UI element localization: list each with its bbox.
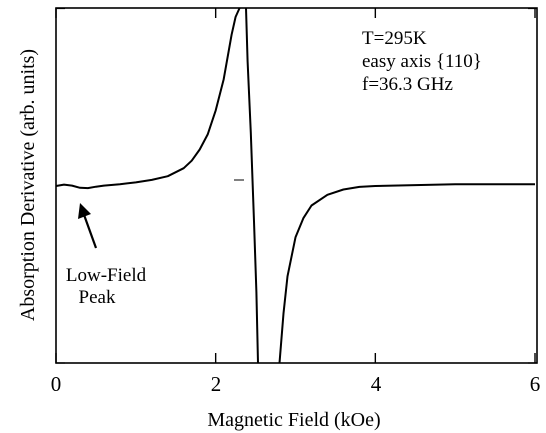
annotation-easy-axis: easy axis {110} — [362, 51, 482, 72]
annotation-temperature: T=295K — [362, 28, 427, 49]
x-tick-label-6: 6 — [530, 372, 541, 396]
x-axis-ticks — [55, 8, 536, 363]
annotation-peak: Peak — [79, 287, 116, 308]
annotation-low-field: Low-Field — [66, 265, 147, 286]
y-axis-label: Absorption Derivative (arb. units) — [17, 49, 39, 321]
y-axis-ticks — [56, 7, 537, 364]
x-tick-label-2: 2 — [211, 372, 222, 396]
curve-branch-right — [278, 183, 535, 364]
curve-branch-center — [245, 7, 259, 364]
x-tick-label-4: 4 — [371, 372, 382, 396]
x-axis-label: Magnetic Field (kOe) — [207, 409, 380, 431]
annotation-frequency: f=36.3 GHz — [362, 74, 453, 95]
arrow-icon — [78, 203, 98, 249]
x-tick-label-0: 0 — [51, 372, 62, 396]
data-curve — [55, 7, 535, 364]
curve-branch-left — [55, 7, 241, 190]
